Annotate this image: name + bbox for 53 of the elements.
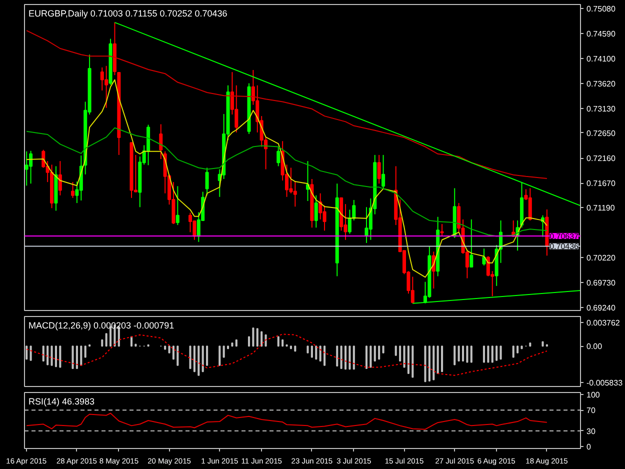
line-series <box>26 79 548 278</box>
chart-title: MACD(12,26,9) 0.000203 -0.000791 <box>28 320 174 330</box>
y-tick-label: 30 <box>586 426 596 436</box>
candlestick <box>104 65 108 108</box>
candlestick <box>314 194 318 228</box>
ref-line-label: 0.70436 <box>550 242 580 252</box>
line-series <box>26 30 548 179</box>
y-tick-label: 0 <box>586 442 592 452</box>
y-tick-label: 0.69730 <box>586 278 616 288</box>
candlestick <box>318 192 322 220</box>
candlestick <box>176 186 180 226</box>
y-tick-label: 0.72160 <box>586 154 616 164</box>
y-tick-label: 0.72650 <box>586 128 616 138</box>
candlestick <box>58 160 62 196</box>
candlestick <box>293 181 297 208</box>
candlestick <box>440 224 444 237</box>
candlestick <box>382 154 386 190</box>
text: EURGBP,Daily 0.71003 0.71155 0.70252 0.70436 <box>28 8 228 18</box>
candlestick <box>159 124 163 160</box>
candlestick <box>482 248 486 266</box>
candlestick <box>348 209 352 234</box>
candlestick <box>71 182 75 198</box>
candlestick <box>470 218 474 268</box>
y-tick-label: -0.005833 <box>586 378 624 388</box>
y-tick-label: 0.71670 <box>586 179 616 188</box>
candlestick <box>29 150 33 184</box>
y-tick-label: 0.00 <box>586 342 603 352</box>
y-tick-label: 0.71190 <box>586 204 616 213</box>
candlestick <box>322 205 326 232</box>
line-series <box>26 334 548 376</box>
y-tick-label: 0.74590 <box>586 30 616 39</box>
y-tick-label: 0.73130 <box>586 104 616 114</box>
candlestick <box>377 154 381 184</box>
candlestick <box>188 212 192 233</box>
ref-line-label: 0.70637 <box>550 232 580 241</box>
y-tick-label: 0.74100 <box>586 54 616 64</box>
candlestick <box>276 146 280 167</box>
y-tick-label: 70 <box>586 406 596 416</box>
candlestick <box>205 167 209 196</box>
y-tick-label: 0.73620 <box>586 79 616 88</box>
candlestick <box>24 150 28 186</box>
chart-title: RSI(14) 46.3983 <box>28 396 95 406</box>
candlestick <box>289 167 293 194</box>
y-tick-label: 0.70220 <box>586 253 616 262</box>
y-tick-label: 0.69240 <box>586 303 616 312</box>
candlestick <box>100 66 104 91</box>
y-tick-label: 0.003762 <box>586 318 620 328</box>
y-tick-label: 0.75080 <box>586 4 616 14</box>
candlestick <box>234 84 238 133</box>
candlestick <box>528 188 532 221</box>
line-series <box>26 412 548 430</box>
y-tick-label: 100 <box>586 390 600 400</box>
candlestick <box>486 256 490 277</box>
